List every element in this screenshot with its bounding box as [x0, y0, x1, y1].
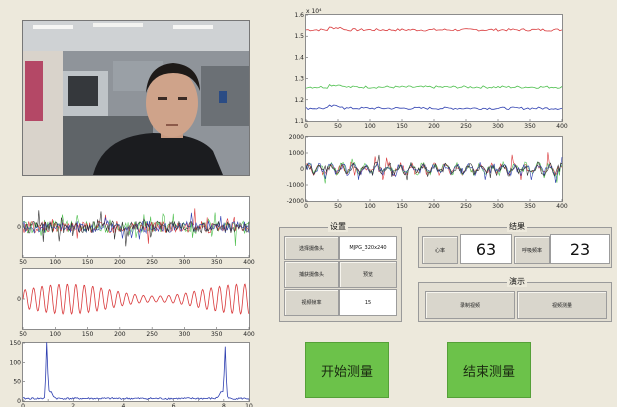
preview-button[interactable]: 预览 — [339, 261, 397, 288]
results-panel: 结果 心率 63 呼吸频率 23 — [418, 221, 612, 268]
x-tick-label: 200 — [428, 123, 440, 130]
x-tick-label: 300 — [492, 123, 504, 130]
demo-panel-title: 演示 — [507, 276, 527, 287]
breath-rate-label: 呼吸频率 — [514, 236, 550, 264]
x-tick-label: 150 — [82, 331, 94, 338]
y-tick-label: 1.1 — [294, 118, 304, 125]
y-tick-label: 1.5 — [294, 33, 304, 40]
x-tick-label: 0 — [304, 123, 308, 130]
heart-rate-value: 63 — [460, 234, 512, 264]
frame-rate-field[interactable]: 15 — [339, 289, 397, 316]
stop-measure-button[interactable]: 结束测量 — [447, 342, 531, 398]
x-tick-label: 50 — [334, 203, 342, 210]
x-tick-label: 50 — [19, 331, 27, 338]
y-tick-label: -2000 — [287, 198, 305, 205]
y-tick-label: 1.4 — [294, 54, 304, 61]
x-tick-label: 100 — [364, 123, 376, 130]
x-tick-label: 150 — [396, 123, 408, 130]
exponent-label: x 10⁴ — [306, 8, 322, 15]
x-tick-label: 250 — [460, 203, 472, 210]
x-tick-label: 100 — [50, 331, 62, 338]
webcam-video-feed — [22, 20, 250, 176]
spectrum-line — [22, 342, 250, 401]
filtered-rgb-signal-plot: 0 50 100 150 200 250 300 350 400 2000 1000 0 -1000 -2… — [287, 134, 568, 210]
x-tick-label: 0 — [21, 403, 25, 407]
x-tick-label: 10 — [245, 403, 253, 407]
pulse-waveform-line — [22, 283, 250, 315]
y-tick-label: 0 — [17, 398, 21, 405]
settings-panel-title: 设置 — [328, 221, 348, 232]
x-tick-label: 350 — [524, 123, 536, 130]
capture-camera-button[interactable]: 捕获摄像头 — [284, 261, 339, 288]
y-tick-label: 100 — [10, 359, 22, 366]
x-tick-label: 400 — [556, 123, 568, 130]
y-tick-label: 0 — [17, 296, 21, 303]
results-panel-title: 结果 — [507, 221, 527, 232]
raw-rgb-signal-plot: 0 50 100 150 200 250 300 350 400 1.6 1.5 1.4 1.3 1.2 1… — [294, 8, 567, 130]
y-tick-label: -1000 — [287, 182, 305, 189]
blue-filtered-line — [305, 156, 563, 183]
x-tick-label: 2 — [71, 403, 75, 407]
x-tick-label: 150 — [396, 203, 408, 210]
x-tick-label: 100 — [50, 259, 62, 266]
settings-panel: 设置 选择摄像头 MJPG_320x240 捕获摄像头 预览 视频帧率 15 — [279, 221, 402, 322]
record-video-button[interactable]: 录制视频 — [425, 291, 515, 319]
dark-filtered-line — [305, 154, 563, 181]
pulse-waveform-plot: 50 100 150 200 250 300 350 400 0 — [17, 268, 255, 338]
x-tick-label: 300 — [492, 203, 504, 210]
x-tick-label: 400 — [243, 259, 255, 266]
x-tick-label: 150 — [82, 259, 94, 266]
x-tick-label: 250 — [460, 123, 472, 130]
x-tick-label: 4 — [122, 403, 126, 407]
x-tick-label: 200 — [114, 259, 126, 266]
x-tick-label: 350 — [211, 259, 223, 266]
x-tick-label: 8 — [222, 403, 226, 407]
start-measure-button[interactable]: 开始测量 — [305, 342, 389, 398]
x-tick-label: 200 — [114, 331, 126, 338]
y-tick-label: 1.6 — [294, 12, 304, 19]
x-tick-label: 6 — [172, 403, 176, 407]
demo-panel: 演示 录制视频 视频测量 — [418, 276, 612, 322]
green-channel-line — [305, 84, 563, 89]
x-tick-label: 300 — [179, 331, 191, 338]
x-tick-label: 200 — [428, 203, 440, 210]
red-channel-line — [305, 26, 563, 32]
y-tick-label: 2000 — [289, 134, 304, 141]
dark-normalized-line — [22, 210, 250, 247]
x-tick-label: 400 — [243, 331, 255, 338]
y-tick-label: 1000 — [289, 150, 304, 157]
y-tick-label: 1.3 — [294, 76, 304, 83]
x-tick-label: 100 — [364, 203, 376, 210]
x-tick-label: 0 — [304, 203, 308, 210]
x-tick-label: 250 — [146, 259, 158, 266]
x-tick-label: 300 — [179, 259, 191, 266]
y-tick-label: 50 — [13, 379, 21, 386]
normalized-signal-plot: 50 100 150 200 250 300 350 400 0 — [17, 196, 255, 266]
frame-rate-label: 视频帧率 — [284, 289, 339, 316]
video-measure-button[interactable]: 视频测量 — [517, 291, 607, 319]
camera-select-label-button[interactable]: 选择摄像头 — [284, 236, 339, 260]
x-tick-label: 400 — [556, 203, 568, 210]
y-tick-label: 0 — [17, 224, 21, 231]
x-tick-label: 50 — [19, 259, 27, 266]
frequency-spectrum-plot: 0 2 4 6 8 10 150 100 50 0 — [10, 340, 253, 407]
heart-rate-label: 心率 — [422, 236, 458, 264]
camera-format-field[interactable]: MJPG_320x240 — [339, 236, 397, 260]
breath-rate-value: 23 — [550, 234, 610, 264]
x-tick-label: 350 — [524, 203, 536, 210]
x-tick-label: 50 — [334, 123, 342, 130]
y-tick-label: 1.2 — [294, 97, 304, 104]
y-tick-label: 0 — [300, 166, 304, 173]
y-tick-label: 150 — [10, 340, 22, 347]
x-tick-label: 250 — [146, 331, 158, 338]
x-tick-label: 350 — [211, 331, 223, 338]
blue-channel-line — [305, 104, 563, 111]
